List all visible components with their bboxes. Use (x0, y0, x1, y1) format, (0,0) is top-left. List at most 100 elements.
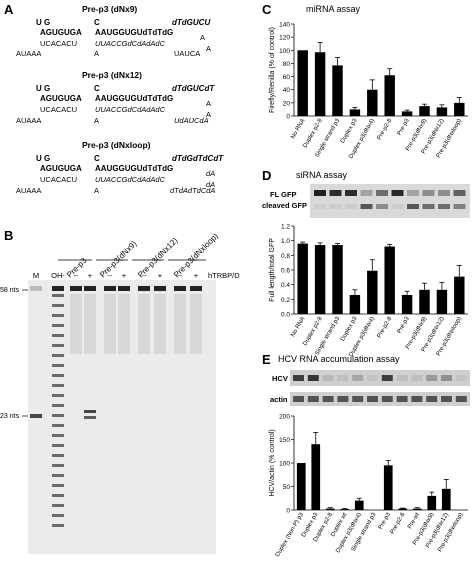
gel-figure: Pre-p3 Pre-p3(dNx9) Pre-p3(dNx12) Pre-p3… (0, 231, 240, 554)
bar (412, 508, 422, 510)
bar (398, 508, 408, 510)
seq-line2-mid: AAUGGUGUdTdTdG (95, 28, 174, 37)
bar (332, 65, 343, 116)
seq-line4-left: AUAAA (16, 116, 42, 125)
seq-line4-right: UdAUCdA (174, 116, 209, 125)
gel-ladder-band (52, 434, 64, 437)
x-tick-label: Duplex p3 (340, 117, 359, 144)
blot-band-actin (441, 396, 452, 402)
y-tick-label: 100 (279, 48, 290, 55)
y-tick-label: 0.2 (281, 297, 290, 304)
blot-band-hcv (426, 375, 438, 381)
seq-line2-mid: AAUGGUGUdTdTdG (95, 164, 174, 173)
blot-label-fl-gfp: FL GFP (270, 190, 297, 199)
y-axis-label: Full length/total GFP (269, 238, 276, 302)
blot-band-fl (438, 190, 450, 196)
y-tick-label: 0.8 (281, 253, 290, 260)
bar (297, 243, 308, 314)
gel-smear (154, 294, 166, 354)
gel-ladder-band (52, 304, 64, 307)
seq-line3-left: UCACACU (40, 39, 78, 48)
lane-mark: + (194, 271, 199, 280)
seq-line2-left: AGUGUGA (40, 94, 82, 103)
y-tick-label: 150 (279, 437, 290, 444)
blot-band-fl (360, 190, 373, 196)
panel-d-title: siRNA assay (296, 170, 348, 180)
seq-line3-right: A (206, 110, 212, 119)
gel-smear (190, 294, 202, 354)
panel-b-letter: B (4, 228, 14, 243)
size-marker: 23 nts (0, 413, 20, 420)
blot-background-actin (290, 392, 470, 406)
bar (367, 270, 378, 314)
gel-band-precursor (190, 286, 202, 291)
gel-product-band (84, 416, 96, 419)
lane-mark: + (158, 271, 163, 280)
blot-band-actin (455, 396, 467, 402)
blot-band-hcv (441, 375, 452, 381)
blot-band-cleaved (314, 204, 326, 209)
gel-ladder-band (52, 404, 64, 407)
y-tick-label: 100 (279, 461, 290, 468)
bar (454, 276, 465, 314)
gel-ladder-band (52, 464, 64, 467)
bar (325, 508, 335, 510)
gel-ladder-band (52, 364, 64, 367)
blot-band-hcv (411, 375, 423, 381)
gel-ladder-band (52, 344, 64, 347)
y-tick-label: 140 (279, 22, 290, 29)
seq-line2-left: AGUGUGA (40, 28, 82, 37)
x-tick-label: Pre-p2-8 (377, 315, 394, 339)
blot-band-hcv (396, 375, 408, 381)
seq-line2-right: A (200, 33, 206, 42)
lane-mark: M (33, 271, 39, 280)
construct-title: Pre-p3 (dNx9) (82, 4, 138, 14)
gel-ladder-band (52, 514, 64, 517)
blot-band-fl (453, 190, 466, 196)
y-tick-label: 0 (286, 508, 290, 515)
bar (314, 245, 326, 314)
seq-line4-left: AUAAA (16, 186, 42, 195)
gel-ladder-band (52, 474, 64, 477)
lane-mark: -- (108, 271, 113, 280)
seq-line1-mid: C (94, 18, 100, 27)
x-tick-label: Duplex p3 (340, 315, 359, 342)
x-tick-label: Pre-p2-8 (390, 511, 407, 535)
gel-smear (70, 294, 82, 354)
lane-mark: OH- (51, 271, 65, 280)
panel-d-letter: D (262, 168, 272, 183)
blot-band-hcv (367, 375, 378, 381)
bar (383, 465, 393, 510)
bar (436, 289, 448, 314)
bar (384, 246, 395, 314)
blot-band-hcv (322, 375, 334, 381)
bar (311, 444, 321, 510)
gel-band-precursor (138, 286, 150, 291)
blot-hcv-actin (290, 370, 470, 406)
bar (436, 107, 448, 116)
blot-band-actin (293, 396, 304, 402)
blot-band-hcv (455, 375, 467, 381)
lane-mark: -- (178, 271, 183, 280)
gel-band-precursor (30, 286, 42, 291)
y-tick-label: 60 (283, 74, 291, 81)
blot-band-actin (426, 396, 438, 402)
blot-band-actin (396, 396, 408, 402)
y-tick-label: 0.6 (281, 268, 290, 275)
treatment-label: hTRBP/Dicer (208, 271, 240, 280)
x-tick-label: Pre-p2-8 (377, 117, 394, 141)
blot-background (310, 184, 470, 218)
seq-line4-right: UAUCA (174, 49, 201, 58)
blot-band-actin (337, 396, 349, 402)
y-tick-label: 0 (286, 114, 290, 121)
gel-band-precursor (174, 286, 186, 291)
gel-smear (138, 294, 150, 354)
seq-line1-right: dTdGdTdCdT (172, 154, 224, 163)
blot-band-actin (381, 396, 393, 402)
gel-ladder-band (52, 324, 64, 327)
seq-line3-left: UCACACU (40, 175, 78, 184)
panel-e-letter: E (262, 352, 271, 367)
blot-band-hcv (293, 375, 304, 381)
seq-line3-mid: UUACCGdCdAdAdC (95, 39, 166, 48)
